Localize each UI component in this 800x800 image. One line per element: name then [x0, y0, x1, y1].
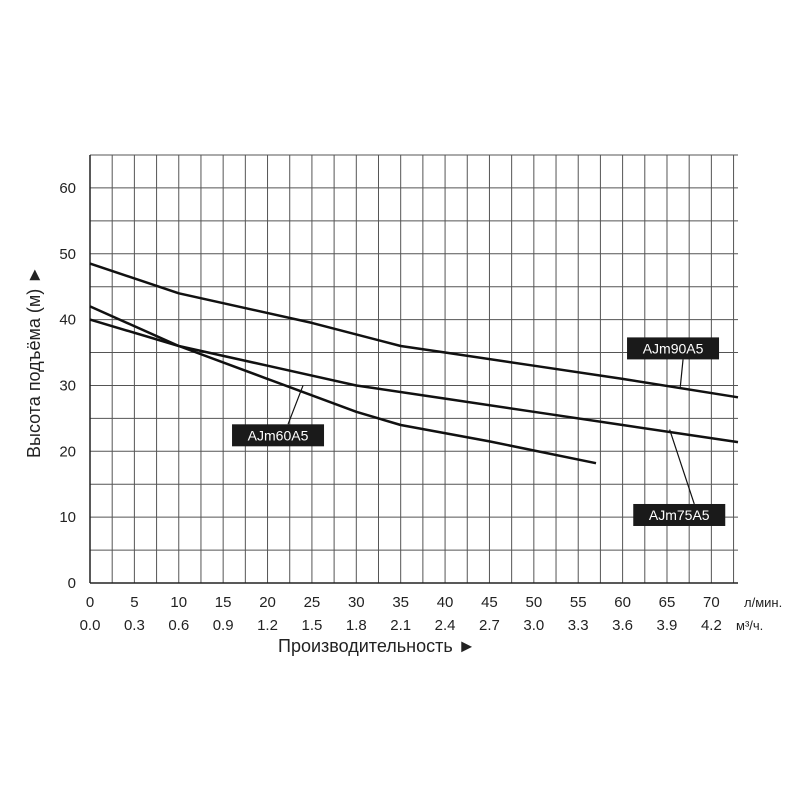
x-tick-label-secondary: 0.3: [124, 617, 145, 634]
x-unit-primary: л/мин.: [744, 595, 782, 610]
x-tick-label-secondary: 0.9: [213, 617, 234, 634]
x-tick-label-primary: 25: [304, 594, 321, 611]
y-tick-label: 10: [59, 509, 76, 526]
x-tick-label-secondary: 2.7: [479, 617, 500, 634]
series-line-ajm90a5: [89, 262, 739, 399]
x-tick-label-secondary: 3.3: [568, 617, 589, 634]
y-tick-label: 40: [59, 312, 76, 329]
leader-line: [287, 385, 304, 425]
series-label: AJm60A5: [248, 427, 309, 443]
series-line-ajm60a5: [89, 305, 597, 465]
x-tick-label-secondary: 3.0: [523, 617, 544, 634]
x-unit-secondary: м³/ч.: [736, 618, 763, 633]
x-tick-label-primary: 60: [614, 594, 631, 611]
x-tick-label-secondary: 1.5: [301, 617, 322, 634]
x-tick-label-secondary: 2.1: [390, 617, 411, 634]
x-tick-label-primary: 20: [259, 594, 276, 611]
series-label-box: [633, 503, 726, 526]
x-tick-label-primary: 65: [659, 594, 676, 611]
y-tick-label: 30: [59, 377, 76, 394]
x-axis-ticks-primary: 0 5 10 15 20 25 30 35 40 45 50 55 60 65 70: [86, 594, 720, 611]
series-label-box: [232, 424, 325, 447]
series-layer: [89, 262, 739, 465]
leader-line: [679, 359, 684, 387]
x-tick-label-primary: 5: [130, 594, 138, 611]
x-tick-label-primary: 40: [437, 594, 454, 611]
y-axis-ticks: 0 10 20 30 40 50 60: [59, 180, 76, 592]
series-label: AJm75A5: [649, 507, 710, 523]
x-tick-label-primary: 70: [703, 594, 720, 611]
x-tick-label-primary: 15: [215, 594, 232, 611]
y-axis-title: Высота подъёма (м) ►: [24, 266, 44, 458]
y-tick-label: 20: [59, 443, 76, 460]
x-tick-label-secondary: 3.9: [657, 617, 678, 634]
x-tick-label-primary: 35: [392, 594, 409, 611]
y-tick-label: 50: [59, 246, 76, 263]
series-label-box: [627, 337, 720, 360]
x-tick-label-primary: 55: [570, 594, 587, 611]
x-tick-label-primary: 45: [481, 594, 498, 611]
x-tick-label-secondary: 1.2: [257, 617, 278, 634]
x-tick-label-primary: 30: [348, 594, 365, 611]
leader-line: [669, 429, 695, 505]
x-tick-label-secondary: 0.0: [80, 617, 101, 634]
x-tick-label-secondary: 1.8: [346, 617, 367, 634]
series-labels: AJm90A5 AJm75A5 AJm60A5: [232, 337, 726, 526]
x-tick-label-primary: 0: [86, 594, 94, 611]
y-tick-label: 60: [59, 180, 76, 197]
x-axis-ticks-secondary: 0.0 0.3 0.6 0.9 1.2 1.5 1.8 2.1 2.4 2.7 3.0 3.3 3.6 3…: [80, 617, 722, 634]
x-axis-title: Производительность ►: [278, 636, 476, 656]
x-tick-label-primary: 10: [170, 594, 187, 611]
x-tick-label-secondary: 0.6: [168, 617, 189, 634]
x-tick-label-secondary: 2.4: [435, 617, 456, 634]
x-tick-label-secondary: 4.2: [701, 617, 722, 634]
x-tick-label-primary: 50: [525, 594, 542, 611]
series-label: AJm90A5: [643, 340, 704, 356]
chart-grid: [89, 154, 738, 584]
series-line-ajm75a5: [89, 318, 739, 444]
x-tick-label-secondary: 3.6: [612, 617, 633, 634]
y-tick-label: 0: [68, 575, 76, 592]
